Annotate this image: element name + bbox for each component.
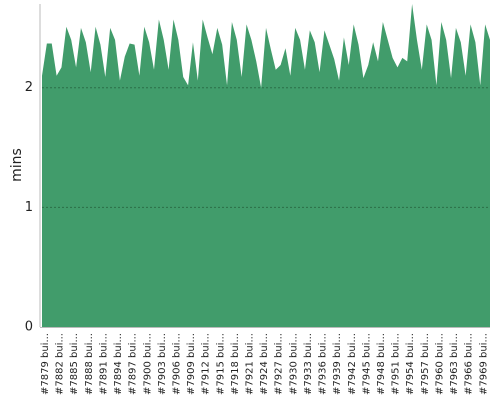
x-tick-label: #7912 bui...	[201, 333, 212, 395]
x-tick-label: #7921 bui...	[245, 333, 256, 395]
x-tick-label: #7936 bui...	[318, 333, 329, 395]
x-tick-label: #7927 bui...	[274, 333, 285, 395]
x-tick-label: #7951 bui...	[391, 333, 402, 395]
x-tick-label: #7939 bui...	[332, 333, 343, 395]
y-tick-label: 0	[25, 320, 33, 335]
x-tick-label: #7894 bui...	[113, 333, 124, 395]
x-tick-label: #7924 bui...	[259, 333, 270, 395]
x-tick-label: #7945 bui...	[361, 333, 372, 395]
x-tick-label: #7966 bui...	[464, 333, 475, 395]
x-tick-label: #7897 bui...	[128, 333, 139, 395]
x-tick-label: #7948 bui...	[376, 333, 387, 395]
x-tick-label: #7960 bui...	[434, 333, 445, 395]
x-tick-label: #7933 bui...	[303, 333, 314, 395]
y-axis-label: mins	[9, 148, 25, 182]
y-tick-label: 2	[25, 80, 33, 95]
area	[42, 4, 490, 327]
x-tick-label: #7891 bui...	[98, 333, 109, 395]
x-tick-label: #7885 bui...	[69, 333, 80, 395]
y-tick-label: 1	[25, 200, 33, 215]
x-tick-label: #7888 bui...	[84, 333, 95, 395]
x-tick-label: #7969 bui...	[478, 333, 489, 395]
x-tick-label: #7918 bui...	[230, 333, 241, 395]
x-tick-label: #7957 bui...	[420, 333, 431, 395]
x-tick-label: #7900 bui...	[142, 333, 153, 395]
x-tick-label: #7903 bui...	[157, 333, 168, 395]
x-tick-label: #7882 bui...	[55, 333, 66, 395]
x-tick-label: #7930 bui...	[288, 333, 299, 395]
x-tick-label: #7909 bui...	[186, 333, 197, 395]
x-tick-label: #7879 bui...	[40, 333, 51, 395]
x-tick-label: #7942 bui...	[347, 333, 358, 395]
x-tick-label: #7963 bui...	[449, 333, 460, 395]
x-tick-label: #7954 bui...	[405, 333, 416, 395]
x-tick-label: #7915 bui...	[215, 333, 226, 395]
x-tick-label: #7906 bui...	[171, 333, 182, 395]
